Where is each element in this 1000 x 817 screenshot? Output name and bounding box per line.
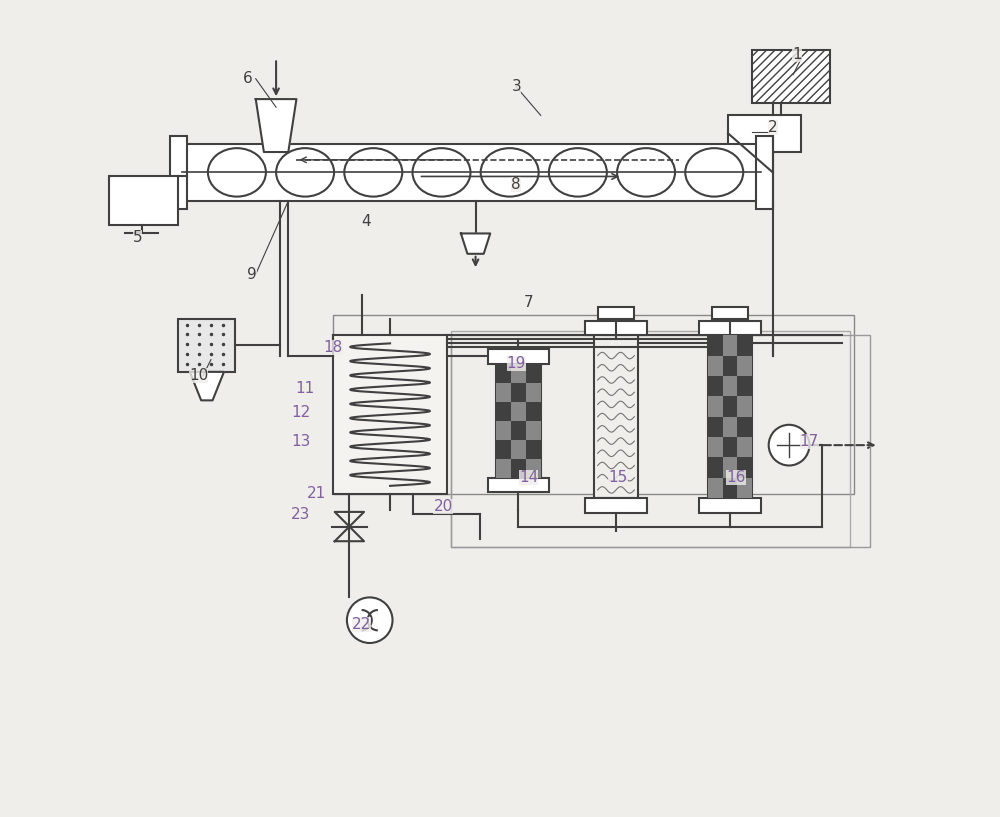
- Ellipse shape: [412, 148, 470, 197]
- Bar: [712, 306, 748, 319]
- Bar: [182, 144, 761, 201]
- Text: 16: 16: [726, 471, 746, 485]
- Text: 6: 6: [243, 71, 252, 87]
- Bar: [109, 176, 178, 225]
- Polygon shape: [190, 372, 224, 400]
- Bar: [511, 402, 526, 421]
- Text: 22: 22: [352, 617, 371, 632]
- Bar: [594, 335, 638, 498]
- Bar: [699, 320, 761, 335]
- Text: 18: 18: [323, 340, 343, 355]
- Text: 15: 15: [608, 471, 628, 485]
- Circle shape: [769, 425, 809, 466]
- Text: 14: 14: [519, 471, 538, 485]
- Polygon shape: [256, 99, 296, 152]
- Ellipse shape: [276, 148, 334, 197]
- Bar: [752, 50, 830, 103]
- Text: 23: 23: [291, 507, 310, 522]
- Bar: [178, 319, 235, 372]
- Bar: [511, 364, 526, 382]
- Bar: [496, 421, 511, 440]
- Bar: [333, 315, 854, 494]
- Text: 11: 11: [295, 381, 314, 395]
- Polygon shape: [461, 234, 490, 254]
- Bar: [708, 396, 723, 417]
- Ellipse shape: [344, 148, 402, 197]
- Ellipse shape: [617, 148, 675, 197]
- Bar: [699, 498, 761, 513]
- Bar: [723, 335, 737, 355]
- Text: 4: 4: [361, 214, 370, 229]
- Bar: [333, 335, 447, 494]
- Bar: [526, 382, 541, 402]
- Text: 21: 21: [307, 486, 326, 502]
- Bar: [598, 306, 634, 319]
- Text: 17: 17: [800, 434, 819, 449]
- Bar: [737, 478, 752, 498]
- Bar: [708, 335, 752, 498]
- Bar: [728, 115, 801, 152]
- Bar: [451, 335, 870, 547]
- Text: 10: 10: [189, 368, 208, 383]
- Bar: [511, 440, 526, 458]
- Bar: [585, 320, 647, 335]
- Text: 2: 2: [768, 120, 778, 135]
- Bar: [756, 136, 773, 209]
- Text: 19: 19: [507, 356, 526, 371]
- Bar: [737, 437, 752, 458]
- Bar: [723, 376, 737, 396]
- Text: 7: 7: [524, 295, 533, 310]
- Bar: [708, 355, 723, 376]
- Bar: [708, 437, 723, 458]
- Text: 5: 5: [133, 230, 142, 245]
- Text: 9: 9: [247, 266, 257, 282]
- Text: 3: 3: [511, 79, 521, 95]
- Bar: [723, 417, 737, 437]
- Circle shape: [347, 597, 393, 643]
- Text: 8: 8: [511, 177, 521, 192]
- Bar: [170, 136, 187, 209]
- Bar: [526, 421, 541, 440]
- Bar: [717, 319, 743, 335]
- Bar: [496, 382, 511, 402]
- Bar: [708, 478, 723, 498]
- Bar: [737, 396, 752, 417]
- Bar: [737, 355, 752, 376]
- Text: 12: 12: [291, 405, 310, 420]
- Bar: [488, 349, 549, 364]
- Bar: [603, 319, 629, 335]
- Ellipse shape: [481, 148, 539, 197]
- Ellipse shape: [549, 148, 607, 197]
- Bar: [451, 331, 850, 547]
- Text: 1: 1: [792, 47, 802, 62]
- Text: 20: 20: [433, 498, 453, 514]
- Bar: [585, 498, 647, 513]
- Ellipse shape: [208, 148, 266, 197]
- Bar: [488, 478, 549, 493]
- Bar: [723, 458, 737, 478]
- Bar: [496, 458, 511, 478]
- Text: 13: 13: [291, 434, 310, 449]
- Ellipse shape: [685, 148, 743, 197]
- Bar: [496, 364, 541, 478]
- Bar: [526, 458, 541, 478]
